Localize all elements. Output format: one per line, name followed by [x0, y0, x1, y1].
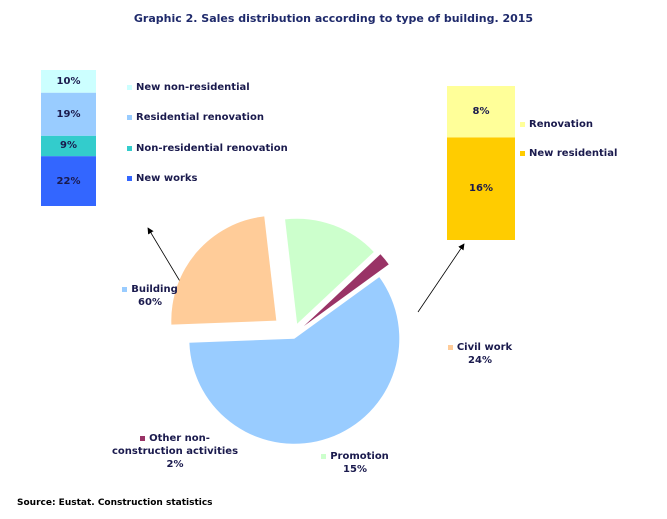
slice-label: Civil work 24% — [435, 341, 525, 367]
arrow — [417, 243, 465, 313]
label-line: Civil work — [435, 341, 525, 354]
legend-item: Renovation — [520, 118, 593, 131]
legend-label: Residential renovation — [136, 112, 264, 123]
legend-item: New works — [127, 172, 198, 185]
source: Source: Eustat. Construction statistics — [17, 498, 213, 508]
bar-segment — [447, 86, 515, 138]
legend-item: New residential — [520, 147, 617, 160]
category-label: Civil work — [456, 342, 513, 353]
pie-slice — [285, 218, 374, 324]
bar-segment — [41, 135, 96, 157]
value-label: 24% — [468, 355, 492, 366]
legend-swatch — [127, 114, 132, 120]
chart-title: Graphic 2. Sales distribution according … — [133, 12, 534, 25]
legend-swatch — [520, 150, 525, 156]
legend-swatch — [321, 453, 327, 459]
label-line: Building — [110, 283, 190, 296]
legend-label: New non-residential — [136, 82, 250, 93]
legend-swatch — [127, 84, 132, 90]
legend-swatch — [127, 145, 132, 151]
label-line: Other non-construction activities — [105, 432, 245, 458]
value-label: 8% — [472, 106, 490, 118]
bar-segment — [41, 92, 96, 136]
value-label: 16% — [469, 183, 493, 195]
legend-label: Non-residential renovation — [136, 143, 288, 154]
category-label: Promotion — [330, 451, 389, 462]
value-label: 15% — [343, 464, 367, 475]
pie-slice — [303, 254, 389, 327]
legend-item: Residential renovation — [127, 111, 264, 124]
value-label: 60% — [138, 297, 162, 308]
legend-swatch — [127, 175, 132, 181]
value-label: 10% — [56, 75, 81, 87]
legend-swatch — [520, 121, 525, 127]
legend-swatch — [447, 344, 453, 350]
category-label: Building — [131, 284, 178, 295]
pie-slice — [171, 216, 277, 325]
legend-item: New non-residential — [127, 81, 250, 94]
bar-segment — [447, 137, 515, 240]
slice-label: Other non-construction activities 2% — [105, 432, 245, 471]
legend-item: Non-residential renovation — [127, 142, 288, 155]
legend-label: New residential — [529, 148, 618, 159]
legend-label: Renovation — [529, 119, 593, 130]
legend-swatch — [122, 286, 128, 292]
legend-swatch — [140, 435, 146, 441]
legend-label: New works — [136, 173, 198, 184]
value-label: 2% — [166, 459, 184, 470]
bar-segment — [41, 70, 96, 93]
label-line: Promotion — [310, 450, 400, 463]
value-label: 22% — [56, 175, 81, 187]
slice-label: Building 60% — [110, 283, 190, 309]
bar-segment — [41, 156, 96, 206]
slice-label: Promotion 15% — [310, 450, 400, 476]
value-label: 9% — [60, 140, 77, 152]
value-label: 19% — [56, 108, 81, 120]
category-label: Other non-construction activities — [111, 433, 239, 457]
pie-slice — [189, 277, 400, 444]
